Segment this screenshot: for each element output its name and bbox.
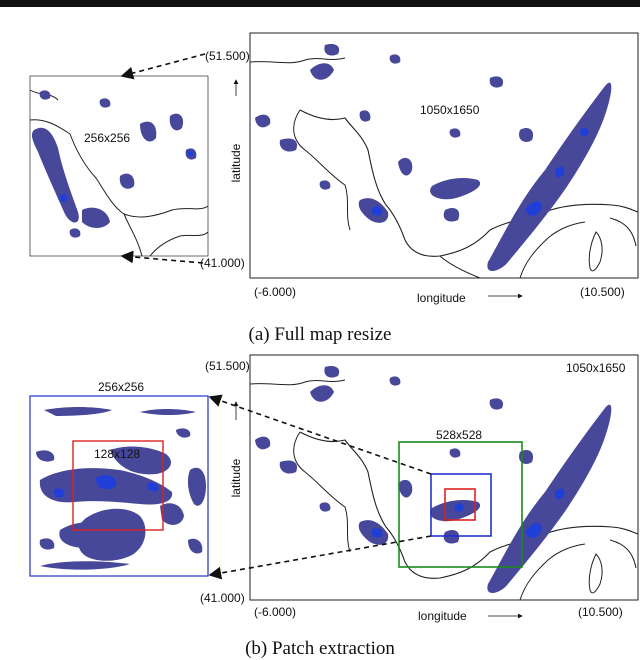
panel-b-inset-size-label: 256x256 bbox=[98, 380, 145, 394]
panel-b-big-map bbox=[249, 354, 639, 601]
panel-b-lon-left: (-6.000) bbox=[254, 605, 297, 619]
panel-b-inner-size-label: 128x128 bbox=[94, 447, 141, 461]
patch-528-box bbox=[398, 441, 523, 568]
panel-a-lat-top: (51.500) bbox=[205, 49, 250, 63]
patch-256-box bbox=[430, 473, 492, 537]
panel-a-caption: (a) Full map resize bbox=[248, 324, 392, 345]
panel-a-xlabel: longitude bbox=[417, 291, 466, 305]
panel-b-xlabel: longitude bbox=[418, 609, 467, 623]
panel-b-inset bbox=[29, 395, 209, 577]
top-rule bbox=[0, 0, 640, 7]
panel-a-arrows bbox=[120, 53, 523, 299]
panel-b-lat-bottom: (41.000) bbox=[200, 591, 245, 605]
panel-b-lon-right: (10.500) bbox=[578, 605, 623, 619]
panel-b-arrows bbox=[208, 394, 523, 619]
panel-a-big-map bbox=[249, 32, 639, 279]
panel-b-ylabel: latitude bbox=[229, 458, 243, 498]
panel-b-lat-top: (51.500) bbox=[205, 359, 250, 373]
panel-a-big-size-label: 1050x1650 bbox=[420, 103, 480, 117]
panel-a-lat-bottom: (41.000) bbox=[200, 256, 245, 270]
panel-a-lon-left: (-6.000) bbox=[254, 285, 297, 299]
panel-a-small-size-label: 256x256 bbox=[84, 131, 131, 145]
panel-b-patch-label: 528x528 bbox=[436, 428, 483, 442]
panel-b-big-size-label: 1050x1650 bbox=[566, 361, 626, 375]
panel-b-caption: (b) Patch extraction bbox=[245, 638, 395, 659]
panel-a-small-map bbox=[29, 75, 209, 257]
panel-a-ylabel: latitude bbox=[229, 143, 243, 183]
panel-a-lon-right: (10.500) bbox=[580, 285, 625, 299]
patch-128-box bbox=[444, 488, 476, 521]
